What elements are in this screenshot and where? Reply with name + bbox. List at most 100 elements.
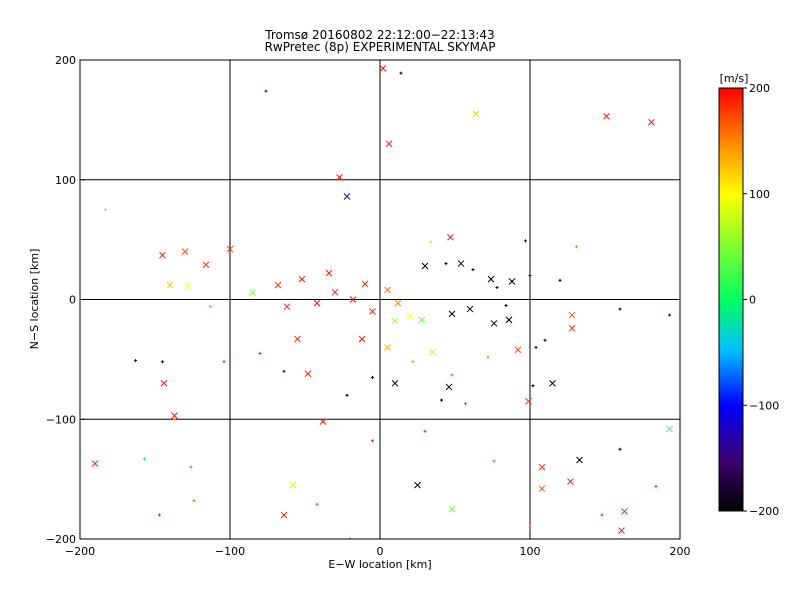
data-point (618, 527, 625, 534)
data-point (202, 261, 210, 269)
data-point (423, 429, 427, 433)
data-point (336, 174, 343, 181)
colorbar-tick-label: 100 (749, 188, 770, 201)
x-tick-labels: −200 −100 0 100 200 (65, 534, 691, 558)
data-point (528, 274, 532, 278)
data-point (189, 465, 193, 469)
colorbar-tick-label: −200 (749, 505, 779, 518)
data-point (421, 262, 429, 270)
data-point (159, 251, 166, 259)
data-point (575, 245, 578, 249)
data-point (450, 373, 454, 377)
data-point (508, 278, 516, 285)
data-point (222, 360, 226, 364)
data-point (445, 383, 453, 391)
colorbar-gradient (718, 87, 744, 512)
x-tick-label: 200 (670, 545, 691, 558)
data-point (558, 278, 562, 282)
data-point (298, 275, 306, 283)
data-point (371, 439, 374, 443)
data-point (391, 379, 399, 387)
data-point (514, 346, 522, 354)
data-point (161, 360, 164, 364)
data-point (447, 233, 454, 241)
chart-subtitle: RwPretec (8p) EXPERIMENTAL SKYMAP (265, 40, 496, 54)
data-point (319, 418, 327, 425)
x-tick-label: −200 (65, 545, 95, 558)
data-point (173, 417, 176, 421)
colorbar-label: [m/s] (720, 72, 749, 85)
data-point (429, 240, 433, 244)
data-point (384, 286, 391, 294)
data-point (181, 248, 189, 255)
data-point (429, 348, 436, 356)
data-point (331, 288, 339, 296)
data-point (621, 508, 628, 515)
data-point (525, 397, 532, 405)
data-point (576, 456, 583, 464)
data-point (618, 447, 622, 451)
data-point (348, 537, 352, 539)
data-point (143, 457, 146, 461)
grid-lines (80, 60, 680, 539)
data-point (264, 89, 268, 93)
data-point (192, 499, 196, 503)
data-point (274, 281, 282, 289)
data-point (394, 299, 402, 307)
data-point (166, 281, 174, 289)
x-tick-label: 0 (377, 545, 384, 558)
y-tick-label: 100 (55, 174, 76, 187)
data-point (538, 485, 546, 493)
data-point (171, 412, 178, 420)
data-point (654, 484, 658, 488)
y-tick-label: 0 (69, 294, 76, 307)
data-point (280, 511, 288, 519)
colorbar-ticks: 200 100 0 −100 −200 (743, 82, 779, 518)
data-point (349, 296, 357, 303)
data-point (258, 351, 262, 355)
data-point (384, 344, 391, 351)
data-point (505, 316, 513, 324)
y-axis-label: N−S location [km] (28, 249, 41, 350)
colorbar-tick-label: 0 (749, 294, 756, 307)
data-point (371, 375, 374, 379)
data-point (282, 369, 286, 373)
data-point (369, 308, 376, 315)
data-point (603, 112, 610, 120)
colorbar: [m/s] 200 100 0 −100 −200 (718, 72, 779, 518)
data-point (226, 245, 234, 253)
data-point (158, 513, 161, 517)
chart-title: Tromsø 20160802 22:12:00−22:13:43 (264, 28, 494, 42)
data-point (648, 118, 655, 126)
data-point (448, 310, 456, 318)
data-point (399, 71, 403, 75)
data-point (313, 299, 321, 307)
data-point (440, 398, 443, 402)
data-point (315, 502, 319, 506)
data-point (618, 307, 622, 311)
data-point (418, 316, 426, 324)
data-point (249, 288, 256, 296)
data-point (406, 312, 414, 320)
data-points (91, 65, 673, 539)
data-point (464, 402, 467, 406)
data-point (325, 269, 333, 277)
x-tick-label: −100 (215, 545, 245, 558)
x-tick-label: 100 (520, 545, 541, 558)
data-point (668, 313, 671, 317)
data-point (567, 478, 574, 485)
data-point (345, 393, 349, 397)
data-point (379, 65, 387, 72)
data-point (294, 335, 301, 343)
data-point (457, 260, 465, 267)
data-point (160, 379, 168, 387)
data-point (104, 208, 107, 212)
data-point (490, 320, 498, 327)
data-point (487, 275, 495, 283)
data-point (528, 525, 532, 529)
data-point (466, 305, 474, 313)
data-point (568, 324, 576, 332)
data-point (289, 481, 297, 489)
data-point (492, 459, 496, 463)
